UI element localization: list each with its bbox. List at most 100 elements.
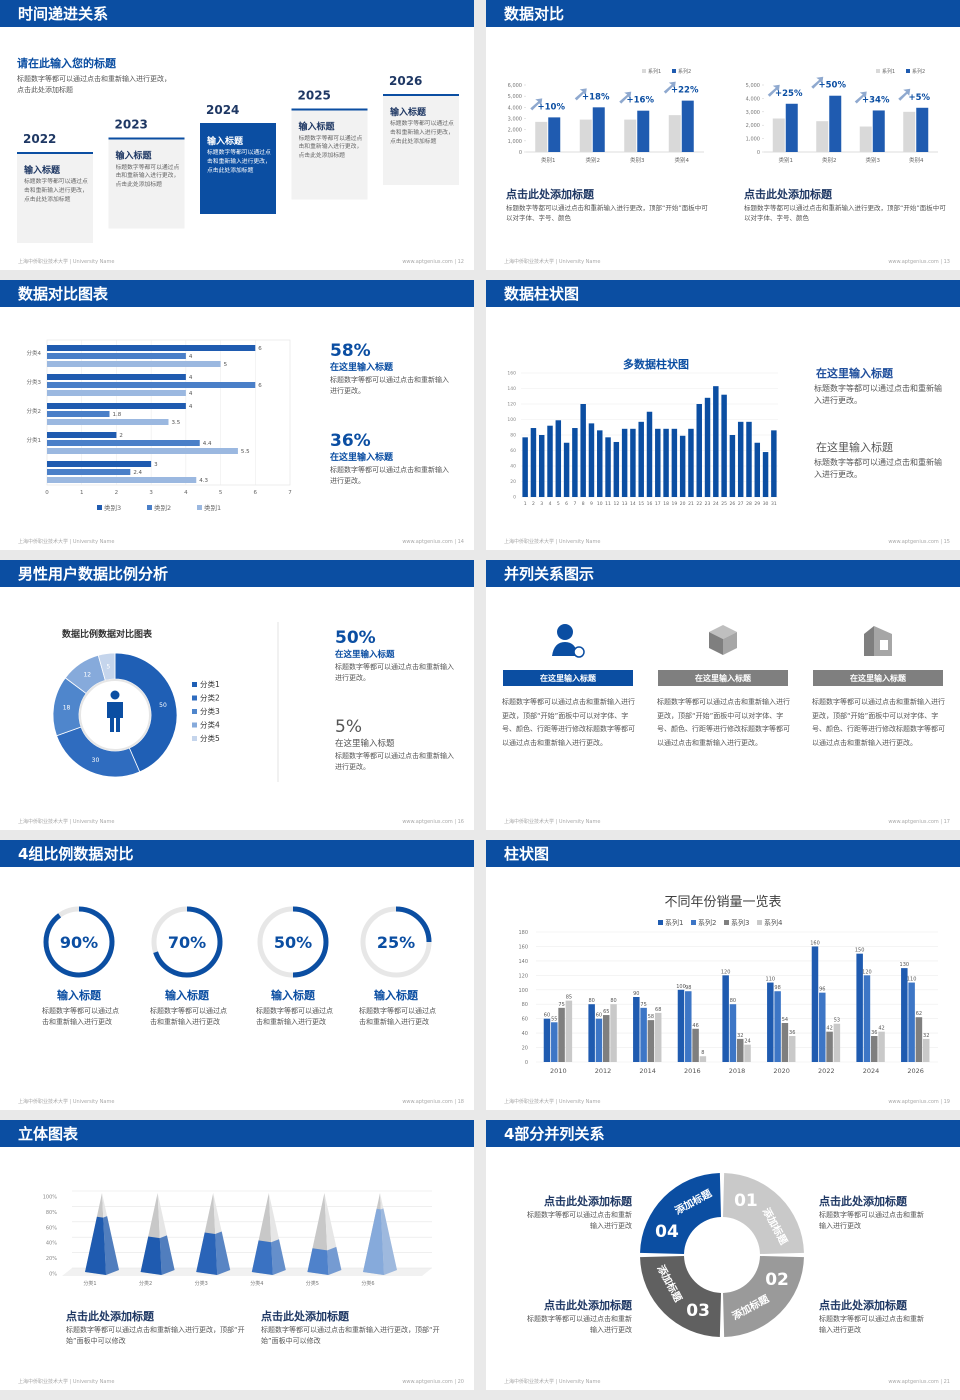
x-tick-label: 分类6 [361,1280,374,1287]
paragraph-box: 标题数字等都可以通过点击和重新输入进行更改，点击此处添加标题 [390,121,454,145]
bar [819,992,826,1062]
data-label: 4.3 [199,478,208,484]
data-label: 54 [782,1017,788,1023]
paragraph-box: 标题数字等都可以通过点击和重新输入进行更改。 [330,376,449,395]
step-heading: 输入标题 [299,121,336,133]
step-box [108,138,185,229]
y-tick-label: 3,000 [508,117,522,123]
footer-right: www.aptgenius.com | 16 [402,819,464,825]
x-tick-label: 30 [763,501,769,507]
x-tick-label: 7 [573,501,576,507]
paragraph-box: 标题数字等都可以通过点击和重新输入进行更改 [150,1007,227,1026]
header-bar [0,840,474,867]
label-bar [503,670,633,686]
bar [729,435,736,497]
paragraph: 标题数字等都可以通过点击和重新输入进行更改 [359,1007,436,1026]
x-tick-label: 2026 [907,1067,924,1075]
paragraph: 标题数字等都可以通过点击和重新输入进行更改，顶部“开始”面板中可以对字体、字号、… [502,698,635,747]
data-label: 58 [648,1014,654,1020]
footer-right: www.aptgenius.com | 13 [888,259,950,265]
legend-swatch [724,920,729,925]
footer-right: www.aptgenius.com | 20 [402,1379,464,1385]
paragraph-box: 标题数字等都可以通过点击和重新输入进行更改 [819,1211,924,1230]
bar [903,111,916,152]
x-tick-label: 12 [613,501,619,507]
footer-right: www.aptgenius.com | 15 [888,539,950,545]
item-label: 在这里输入标题 [850,673,907,683]
y-tick-label: 100 [507,417,516,423]
footer-left: 上海中侨职业技术大学 | University Name [18,258,114,265]
slide-title: 数据柱状图 [504,285,579,303]
y-tick-label: 5,000 [508,94,522,100]
data-label: 120 [862,969,872,975]
footer-left: 上海中侨职业技术大学 | University Name [504,258,600,265]
bar [638,421,644,497]
x-tick-label: 分类2 [139,1280,152,1287]
x-tick-label: 4 [549,501,552,507]
y-tick-label: 1,000 [746,137,760,143]
header-bar [486,280,960,307]
paragraph-box: 标题数字等都可以通过点击和重新输入进行更改，点击此处添加标题 [299,136,363,160]
data-label: 75 [640,1002,646,1008]
paragraph-box: 标题数字等都可以通过点击和重新输入进行更改，顶部“开始”面板中可以对字体、字号、… [502,698,635,747]
slide-title: 柱状图 [504,845,549,863]
y-tick-label: 40 [522,1031,528,1037]
slide-title: 男性用户数据比例分析 [18,565,168,583]
legend-swatch [147,505,152,510]
data-label: 60 [596,1013,602,1019]
bar [580,404,586,497]
ring-arc [292,906,329,978]
y-tick-label: 140 [507,386,516,392]
header-bar [486,560,960,587]
header-bar [0,1120,474,1147]
bar [859,126,872,152]
footer-left: 上海中侨职业技术大学 | University Name [18,818,114,825]
x-tick-label: 22 [696,501,702,507]
x-tick-label: 17 [655,501,661,507]
note-heading: 在这里输入标题 [816,366,894,380]
legend-label: 系列1 [648,68,661,75]
paragraph-box: 标题数字等都可以通过点击和重新输入进行更改 [256,1007,333,1026]
bar [871,1036,878,1062]
slide-title: 数据对比 [504,5,564,23]
stat-heading: 在这里输入标题 [335,649,395,660]
step-year: 2022 [23,132,56,146]
data-label: 3 [154,462,158,468]
y-tick-label: 分类2 [27,407,42,415]
x-tick-label: 6 [565,501,568,507]
y-tick-label: 0 [757,150,760,156]
data-label: 18 [63,705,71,712]
x-tick-label: 5 [219,490,223,496]
bar [563,442,570,497]
y-tick-label: 180 [518,930,528,936]
x-tick-label: 26 [730,501,736,507]
paragraph: 标题数字等都可以通过点击和重新输入进行更改 [527,1211,632,1230]
data-label: 12 [83,672,91,679]
icon-part [573,646,585,658]
x-tick-label: 18 [663,501,669,507]
x-tick-label: 23 [705,501,711,507]
bar [535,121,548,152]
x-tick-label: 3 [540,501,543,507]
data-label: 3.5 [172,420,181,426]
icon-part [864,626,874,656]
y-tick-label: 4,000 [746,96,760,102]
data-label: 4 [189,354,193,360]
header-bar [486,1120,960,1147]
data-label: 65 [603,1009,609,1015]
bar [603,1015,610,1062]
y-tick-label: 2,000 [746,123,760,129]
x-tick-label: 21 [688,501,694,507]
bar [754,442,761,497]
bar [811,946,819,1062]
paragraph-box: 标题数字等都可以通过点击和重新输入进行更改 [359,1007,436,1026]
x-tick-label: 分类1 [83,1280,96,1287]
paragraph: 标题数字等都可以通过点击和重新输入进行更改，顶部“开始”面板中可以修改 [261,1326,440,1345]
bar [816,121,829,152]
footer-right: www.aptgenius.com | 17 [888,819,950,825]
bar [47,469,131,475]
x-tick-label: 类别4 [675,156,690,164]
icon-part [880,640,888,650]
x-tick-label: 27 [738,501,744,507]
